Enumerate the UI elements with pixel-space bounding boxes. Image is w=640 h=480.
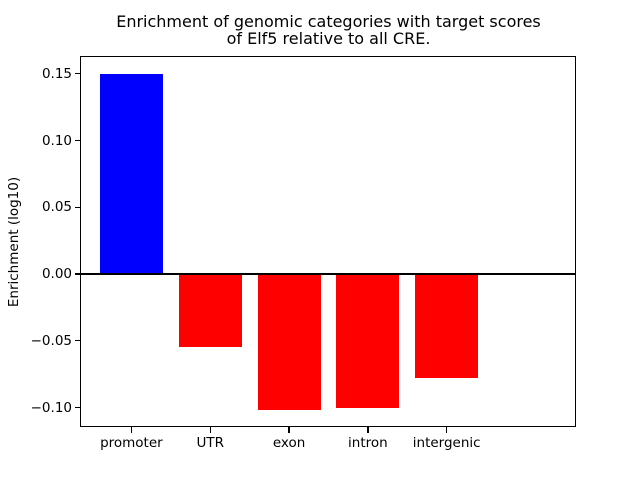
y-axis-label: Enrichment (log10) bbox=[6, 176, 22, 308]
y-tick-mark bbox=[75, 206, 81, 208]
x-tick-label-exon: exon bbox=[272, 435, 306, 451]
y-tick-label: −0.05 bbox=[30, 332, 72, 349]
y-tick-mark bbox=[75, 273, 81, 275]
x-tick-label-intergenic: intergenic bbox=[412, 435, 481, 451]
chart-title: Enrichment of genomic categories with ta… bbox=[81, 13, 576, 47]
x-tick-label-intron: intron bbox=[348, 435, 388, 451]
y-tick-label: 0.10 bbox=[41, 132, 72, 149]
bar-intron bbox=[336, 274, 400, 408]
zero-line bbox=[81, 272, 576, 276]
y-tick-mark bbox=[75, 406, 81, 409]
y-tick-mark bbox=[75, 340, 81, 342]
y-tick-mark bbox=[75, 139, 81, 142]
x-tick-label-promoter: promoter bbox=[100, 435, 163, 451]
x-tick-mark bbox=[130, 427, 133, 433]
x-tick-mark bbox=[446, 427, 448, 433]
bar-exon bbox=[257, 274, 321, 411]
y-tick-mark bbox=[75, 73, 81, 75]
y-tick-label: 0.05 bbox=[41, 199, 72, 216]
bar-promoter bbox=[99, 73, 163, 274]
x-tick-mark bbox=[209, 427, 211, 433]
x-tick-mark bbox=[288, 427, 290, 433]
x-tick-label-UTR: UTR bbox=[196, 435, 225, 451]
bar-intergenic bbox=[415, 274, 479, 379]
chart-title-line1: Enrichment of genomic categories with ta… bbox=[116, 12, 541, 31]
x-tick-mark bbox=[367, 427, 369, 433]
y-tick-label: −0.10 bbox=[30, 399, 72, 416]
bar-UTR bbox=[178, 274, 242, 348]
y-tick-label: 0.00 bbox=[41, 266, 72, 282]
y-tick-label: 0.15 bbox=[41, 65, 72, 82]
chart-title-line2: of Elf5 relative to all CRE. bbox=[226, 29, 431, 48]
